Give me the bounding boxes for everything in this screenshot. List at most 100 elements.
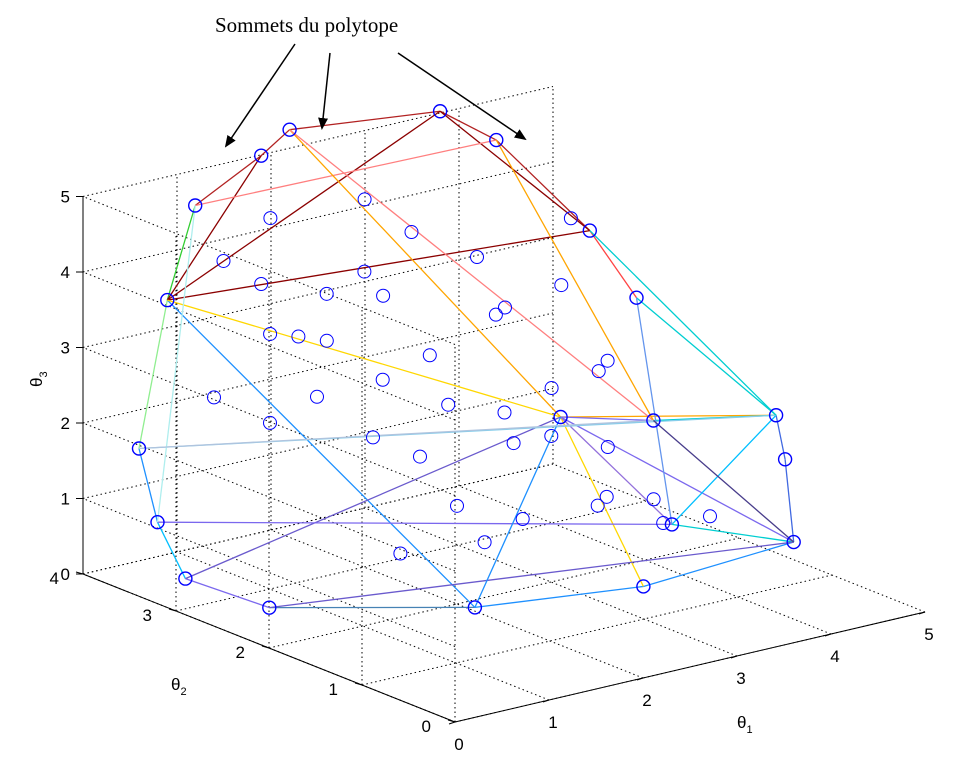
y-tick-label: 0 (422, 717, 431, 736)
interior-point (515, 512, 530, 526)
interior-point (646, 492, 661, 507)
polytope-edge (289, 129, 654, 422)
polytope-edge (156, 521, 186, 579)
polytope-vertex (636, 579, 651, 594)
grid-line-x-floor (458, 485, 832, 635)
grid-line-z-back (82, 86, 554, 197)
interior-point (470, 250, 484, 264)
polytope-edge (156, 205, 196, 523)
polytope-vertex (262, 600, 277, 615)
polytope-vertex (187, 198, 203, 213)
polytope-edge (560, 416, 654, 422)
interior-point (254, 277, 269, 291)
polytope-edge (157, 521, 672, 526)
x-tick-mark (448, 721, 456, 725)
polytope-vertex (131, 441, 147, 456)
grid-lines (82, 86, 926, 723)
polytope-edge (194, 155, 262, 207)
polytope-vertex (282, 122, 297, 137)
interior-point (600, 440, 615, 455)
annotation-text: Sommets du polytope (215, 13, 398, 37)
interior-point (393, 546, 408, 561)
grid-line-z-side (82, 271, 456, 421)
polytope-edge (652, 420, 795, 543)
vertex-annotation: Sommets du polytope (215, 13, 527, 148)
y-tick-label: 2 (236, 643, 245, 662)
interior-point (544, 428, 559, 443)
polytope-edge (260, 129, 291, 157)
polytope-vertex (777, 452, 793, 467)
polytope-vertex (664, 517, 680, 532)
grid-line-z-back (82, 388, 554, 499)
polytope-edge (474, 416, 562, 608)
polytope-edge (439, 110, 591, 232)
z-tick-label: 2 (61, 414, 70, 433)
polytope-edge (167, 229, 590, 301)
grid-line-z-side (82, 196, 456, 345)
polytope-edge (775, 415, 786, 460)
axis-labels: θ1 θ2 θ3 (27, 371, 753, 736)
interior-point (366, 430, 380, 445)
polytope-edge (474, 585, 644, 609)
polytope-edge (166, 155, 262, 301)
polytope-edge (185, 577, 270, 609)
z-tick-label: 5 (61, 188, 70, 207)
polytope-edge (495, 139, 591, 232)
z-tick-label: 1 (61, 490, 70, 509)
grid-line-y-floor (361, 574, 833, 686)
interior-point (404, 225, 419, 240)
interior-point (591, 364, 606, 379)
polytope-edge (195, 139, 497, 207)
z-tick-label: 4 (61, 263, 70, 282)
interior-point (554, 278, 569, 293)
data-points (131, 104, 801, 615)
x-axis-label: θ1 (737, 713, 753, 736)
polytope-edge (138, 419, 654, 450)
polytope-edge (167, 299, 561, 418)
polytope-vertex (160, 292, 175, 308)
polytope-edge (138, 299, 168, 449)
interior-point (310, 389, 324, 404)
polytope-vertex (489, 132, 504, 148)
polytope-vertex (254, 148, 269, 163)
interior-point (497, 405, 512, 420)
x-axis-line (454, 611, 926, 723)
y-tick-label: 1 (329, 680, 338, 699)
x-tick-mark (730, 655, 738, 659)
interior-point (599, 489, 614, 504)
polytope-edge (269, 541, 794, 609)
interior-point (263, 326, 278, 341)
polytope-edge (560, 416, 795, 543)
y-tick-mark (168, 608, 177, 612)
polytope-edge (185, 416, 561, 580)
interior-point (563, 211, 578, 226)
x-tick-label: 1 (548, 713, 557, 732)
interior-point (544, 381, 559, 396)
polytope-edge (636, 297, 777, 416)
annotation-arrow-middle (318, 52, 331, 130)
polytope-vertex (432, 104, 448, 119)
y-tick-mark (354, 682, 363, 686)
grid-line-x-floor (270, 529, 644, 679)
grid-line-z-side (82, 347, 456, 496)
interior-point (477, 535, 492, 550)
polytope-edge (138, 448, 159, 523)
interior-point (357, 264, 372, 279)
y-axis-label: θ2 (171, 675, 187, 698)
grid-line-z-side (82, 498, 456, 647)
polytope-edge (589, 230, 777, 416)
z-axis-label: θ3 (27, 371, 50, 387)
polytope-edges (138, 110, 795, 609)
polytope-edge (560, 414, 777, 418)
y-tick-mark (447, 719, 456, 723)
x-tick-mark (824, 633, 832, 637)
interior-point (207, 390, 221, 405)
grid-line-x-floor (364, 507, 738, 657)
polytope-edge (635, 297, 673, 525)
x-tick-label: 4 (830, 647, 839, 666)
polytope-edge (560, 416, 673, 525)
grid-line-z-back (82, 463, 554, 575)
grid-line-x-floor (176, 551, 550, 701)
x-tick-label: 3 (736, 669, 745, 688)
interior-point (703, 509, 717, 524)
